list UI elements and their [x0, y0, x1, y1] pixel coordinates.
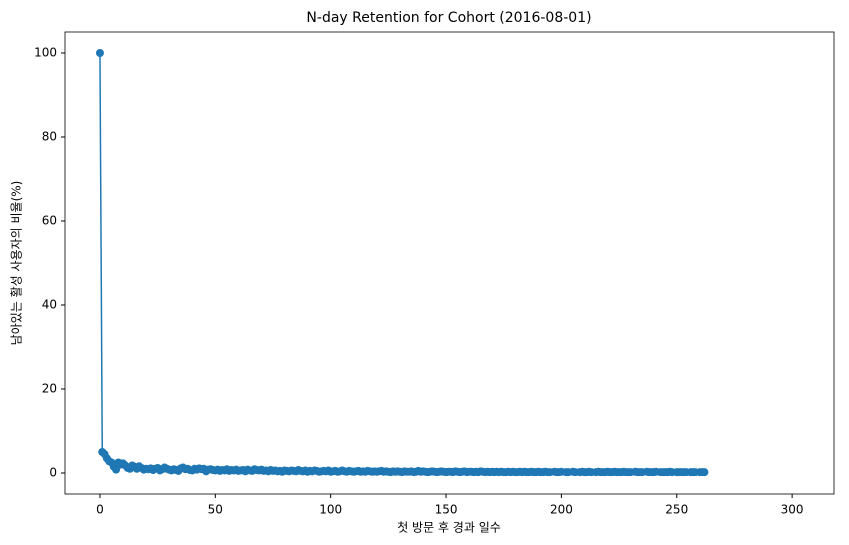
point: [95, 49, 104, 57]
x-tick-label: 100: [319, 503, 342, 517]
x-tick-label: 200: [550, 503, 573, 517]
point: [700, 468, 709, 477]
chart-title: N-day Retention for Cohort (2016-08-01): [306, 10, 591, 26]
y-tick-label: 40: [42, 298, 57, 312]
point: [112, 465, 121, 474]
y-tick-label: 0: [49, 466, 57, 480]
y-tick-label: 20: [42, 382, 57, 396]
x-tick-label: 150: [435, 503, 458, 517]
y-axis-label: 남아있는 활성 사용자의 비율(%): [10, 181, 24, 346]
x-tick-label: 50: [208, 503, 223, 517]
x-tick-label: 0: [96, 503, 104, 517]
y-tick-label: 60: [42, 214, 57, 228]
plot-frame: [64, 31, 835, 495]
x-axis-label: 첫 방문 후 경과 일수: [397, 521, 501, 535]
x-tick-label: 300: [781, 503, 804, 517]
y-tick-label: 100: [34, 46, 57, 60]
x-tick-label: 250: [665, 503, 688, 517]
y-tick-label: 80: [42, 130, 57, 144]
series-line: [99, 52, 705, 473]
